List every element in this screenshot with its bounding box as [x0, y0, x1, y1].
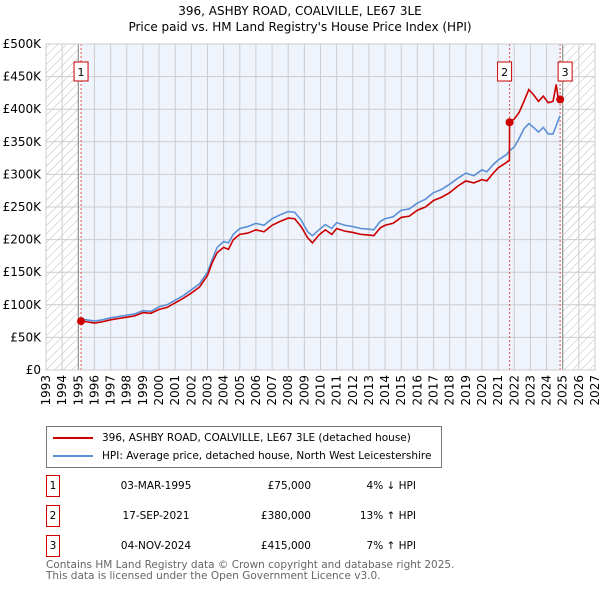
x-tick-label: 1995	[71, 375, 85, 406]
x-tick-label: 2010	[314, 375, 328, 406]
x-tick-label: 2002	[184, 375, 198, 406]
x-tick-label: 1994	[55, 375, 69, 406]
title-line: 396, ASHBY ROAD, COALVILLE, LE67 3LE	[178, 4, 422, 18]
sale-label-box	[497, 61, 513, 82]
price-chart: 1993 1994 1995 1996 1997 1998 1999 2000 2001 2002…	[3, 37, 600, 406]
x-tick-label: 2022	[507, 375, 521, 406]
x-tick-label: 2026	[572, 375, 586, 406]
x-tick-label: 2014	[378, 375, 392, 406]
x-tick-label: 2000	[152, 375, 166, 406]
plot-border	[45, 43, 596, 371]
y-tick-label: £450K	[3, 70, 43, 84]
sale-hpi-diff: 13% ↑ HPI	[359, 510, 416, 522]
y-tick-label: £350K	[3, 135, 43, 149]
sale-date: 03-MAR-1995	[120, 480, 192, 492]
sale-label: 2	[501, 66, 508, 79]
y-tick-label: £100K	[3, 298, 43, 312]
y-tick-label: £150K	[3, 265, 43, 279]
x-tick-label: 1996	[87, 375, 101, 406]
sale-point	[505, 118, 514, 127]
x-tick-label: 2027	[588, 375, 600, 406]
x-tick-label: 2009	[297, 375, 311, 406]
x-tick-label: 2019	[459, 375, 473, 406]
sale-label: 1	[78, 66, 85, 79]
sale-number-badge: 1	[46, 475, 60, 497]
x-tick-label: 2003	[200, 375, 214, 406]
x-tick-label: 1998	[120, 375, 134, 406]
x-tick-label: 1999	[136, 375, 150, 406]
sale-date: 17-SEP-2021	[122, 510, 190, 522]
chart-title: 396, ASHBY ROAD, COALVILLE, LE67 3LE Pri…	[0, 3, 600, 35]
sale-point	[556, 95, 565, 104]
sale-date: 04-NOV-2024	[120, 540, 192, 552]
legend-label: HPI: Average price, detached house, Nort…	[102, 450, 432, 462]
sale-row: 1 03-MAR-1995 £75,000 4% ↓ HPI	[46, 475, 446, 497]
sale-label-box	[557, 61, 573, 82]
sale-number-badge: 2	[46, 505, 60, 527]
x-tick-label: 2021	[491, 375, 505, 406]
sale-price: £415,000	[260, 540, 311, 552]
x-tick-label: 2020	[475, 375, 489, 406]
x-tick-label: 2007	[265, 375, 279, 406]
sale-price: £75,000	[267, 480, 311, 492]
x-tick-label: 1997	[104, 375, 118, 406]
x-tick-label: 2004	[217, 375, 231, 406]
x-tick-label: 2011	[330, 375, 344, 406]
x-tick-label: 2018	[443, 375, 457, 406]
property-price-line	[80, 84, 561, 324]
x-tick-label: 2025	[556, 375, 570, 406]
x-tick-label: 2013	[362, 375, 376, 406]
x-tick-label: 2001	[168, 375, 182, 406]
x-tick-label: 1993	[39, 375, 53, 406]
sale-hpi-diff: 7% ↑ HPI	[366, 540, 416, 552]
y-tick-label: £300K	[3, 167, 43, 181]
x-tick-label: 2008	[281, 375, 295, 406]
footer-line: Contains HM Land Registry data © Crown c…	[46, 559, 455, 571]
x-tick-label: 2016	[410, 375, 424, 406]
x-tick-label: 2015	[394, 375, 408, 406]
x-tick-label: 2006	[249, 375, 263, 406]
footer: Contains HM Land Registry data © Crown c…	[46, 560, 454, 581]
sale-point	[77, 317, 86, 326]
x-tick-label: 2023	[523, 375, 537, 406]
y-tick-label: £250K	[3, 200, 43, 214]
x-tick-label: 2024	[540, 375, 554, 406]
sale-price: £380,000	[260, 510, 311, 522]
y-tick-label: £400K	[3, 102, 43, 116]
y-tick-label: £500K	[3, 37, 43, 51]
legend: 396, ASHBY ROAD, COALVILLE, LE67 3LE (de…	[46, 426, 442, 468]
sale-hpi-diff: 4% ↓ HPI	[366, 480, 416, 492]
sale-row: 3 04-NOV-2024 £415,000 7% ↑ HPI	[46, 535, 446, 557]
sale-label-box	[73, 61, 89, 82]
y-tick-label: £50K	[10, 330, 42, 344]
footer-line: This data is licensed under the Open Gov…	[46, 569, 381, 582]
hpi-line	[80, 115, 561, 322]
sale-label: 3	[562, 66, 569, 79]
sale-row: 2 17-SEP-2021 £380,000 13% ↑ HPI	[46, 505, 446, 527]
y-tick-label: £200K	[3, 233, 43, 247]
x-tick-label: 2012	[346, 375, 360, 406]
red-line-swatch	[53, 437, 93, 439]
x-tick-label: 2005	[233, 375, 247, 406]
subtitle-line: Price paid vs. HM Land Registry's House …	[128, 20, 472, 34]
sale-number-badge: 3	[46, 535, 60, 557]
y-tick-label: £0	[26, 363, 41, 377]
blue-line-swatch	[53, 455, 93, 457]
x-tick-label: 2017	[427, 375, 441, 406]
legend-label: 396, ASHBY ROAD, COALVILLE, LE67 3LE (de…	[102, 432, 411, 444]
